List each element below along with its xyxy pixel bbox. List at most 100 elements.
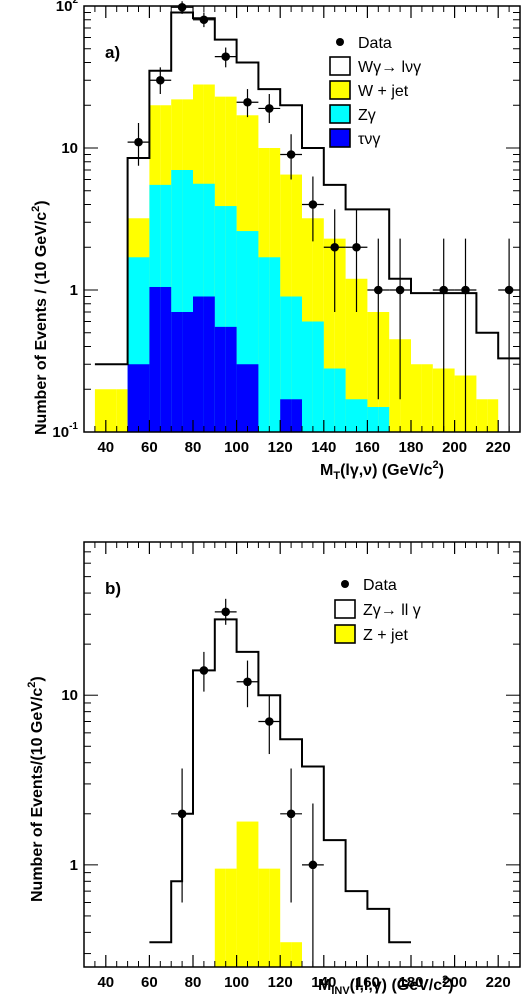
bar---12: [236, 364, 248, 432]
x-tick-label-180: 180: [398, 439, 423, 456]
x-tick-label-120: 120: [268, 974, 293, 991]
legend-item: Zγ: [329, 104, 376, 124]
data-point: [454, 238, 477, 432]
bar-z-jet-8: [247, 821, 259, 967]
x-tick-label-60: 60: [141, 974, 158, 991]
bar-z-ll--7: [236, 651, 248, 967]
bar-z-ll--8: [247, 651, 259, 967]
bar-z--22: [345, 399, 357, 432]
bar---17: [291, 399, 302, 432]
bar-w-l--30: [432, 293, 444, 432]
bar-z--10: [214, 206, 226, 432]
bar---13: [247, 364, 259, 432]
x-axis-label-a: MT(lγ,ν) (GeV/c2): [320, 459, 444, 482]
bar---2: [127, 364, 139, 432]
x-tick-label-140: 140: [311, 974, 336, 991]
bar-z-jet-7: [236, 821, 248, 967]
bar---16: [280, 399, 292, 432]
bar-w-l--32: [454, 293, 466, 432]
legend-label: Zγ→ ll γ: [363, 602, 421, 619]
data-point: [345, 209, 368, 312]
legend-swatch: [329, 104, 351, 124]
legend-swatch: [329, 128, 351, 148]
bar-w-jet-26: [389, 339, 401, 432]
panel-label-a: a): [105, 43, 120, 62]
bar-w-l--36: [498, 358, 510, 432]
y-tick-label: 10-1: [52, 421, 78, 441]
bar-w-jet-31: [443, 368, 455, 432]
data-point: [214, 47, 237, 68]
histogram-bars-a: [94, 11, 520, 433]
data-point: [236, 89, 259, 118]
bar-z-jet-11: [280, 942, 292, 967]
bar-w-jet-32: [454, 375, 466, 432]
bar-w-jet-23: [356, 278, 368, 432]
bar-z--16: [280, 296, 292, 432]
bar-z-jet-9: [258, 868, 270, 967]
bar-w-jet-27: [400, 339, 411, 432]
x-tick-label-80: 80: [185, 974, 202, 991]
data-point: [149, 67, 172, 95]
bar---8: [193, 296, 204, 432]
data-point: [193, 12, 215, 28]
bar---5: [160, 286, 172, 432]
legend-label: Wγ→ lνγ: [358, 59, 421, 76]
bar-w-l--37: [509, 358, 520, 432]
bar-w-l--33: [465, 293, 477, 432]
bar-z--11: [225, 206, 237, 432]
bar---6: [171, 311, 183, 432]
bar-z-ll--3: [193, 670, 204, 967]
panel-b: 40 60 80 100 120 140 160 180 200 220 1 10 b) Data Zγ…: [26, 541, 521, 994]
legend-swatch: [334, 599, 356, 619]
bar-z-ll--11: [280, 739, 292, 967]
histogram-bars-b: [149, 618, 411, 967]
bar-w-jet-24: [367, 311, 379, 432]
bar-w-jet-29: [421, 364, 433, 432]
y-axis-label-b: Number of Events/(10 GeV/c2): [26, 676, 46, 902]
x-tick-label-40: 40: [97, 439, 114, 456]
legend-item: W + jet: [329, 80, 409, 100]
bar-z-ll--5: [214, 619, 226, 967]
x-tick-label-100: 100: [224, 974, 249, 991]
data-point: [302, 803, 324, 967]
data-point: [280, 134, 302, 180]
bar-w-l--34: [476, 332, 488, 432]
bar-z-ll--17: [367, 908, 390, 967]
bar-z-ll--15: [323, 840, 346, 967]
legend-a: Data Wγ→ lνγ W + jet Zγ τνγ: [329, 35, 421, 148]
data-point: [258, 695, 281, 755]
x-tick-label-220: 220: [486, 439, 511, 456]
data-points-a: [127, 1, 520, 432]
x-tick-label-180: 180: [398, 974, 423, 991]
data-point: [323, 209, 346, 312]
y-tick-label: 1: [70, 857, 78, 874]
legend-label: W + jet: [358, 83, 409, 100]
data-point: [127, 122, 150, 166]
legend-label: Z + jet: [363, 627, 408, 644]
plot-frame-b: [83, 541, 521, 968]
x-tick-label-120: 120: [268, 439, 293, 456]
bar-w-jet-35: [487, 399, 499, 432]
bar-z-ll--2: [182, 813, 193, 967]
bar-w-jet-1: [116, 389, 128, 432]
bar-z--18: [302, 321, 313, 432]
data-point: [498, 238, 520, 432]
bar-z-ll--18: [389, 942, 411, 967]
y-axis-label-a: Number of Events / (10 GeV/c2): [30, 200, 50, 435]
bar-w-jet-21: [334, 238, 346, 432]
bar-z--7: [182, 169, 193, 432]
bar-w-l--35: [487, 332, 499, 432]
legend-item: Data: [336, 35, 392, 52]
total-mc-outline: [149, 618, 411, 944]
legend-label: Data: [363, 577, 397, 594]
bar-w-jet-33: [465, 375, 477, 432]
bar-w-jet-30: [432, 368, 444, 432]
bar-z--24: [367, 406, 379, 432]
data-point: [367, 238, 390, 400]
bar-z--20: [323, 368, 335, 432]
bar-z--14: [258, 257, 270, 432]
bar-z--3: [138, 257, 150, 432]
legend-item: τνγ: [329, 128, 380, 148]
bar-z-ll--9: [258, 695, 270, 967]
bar---11: [225, 326, 237, 432]
